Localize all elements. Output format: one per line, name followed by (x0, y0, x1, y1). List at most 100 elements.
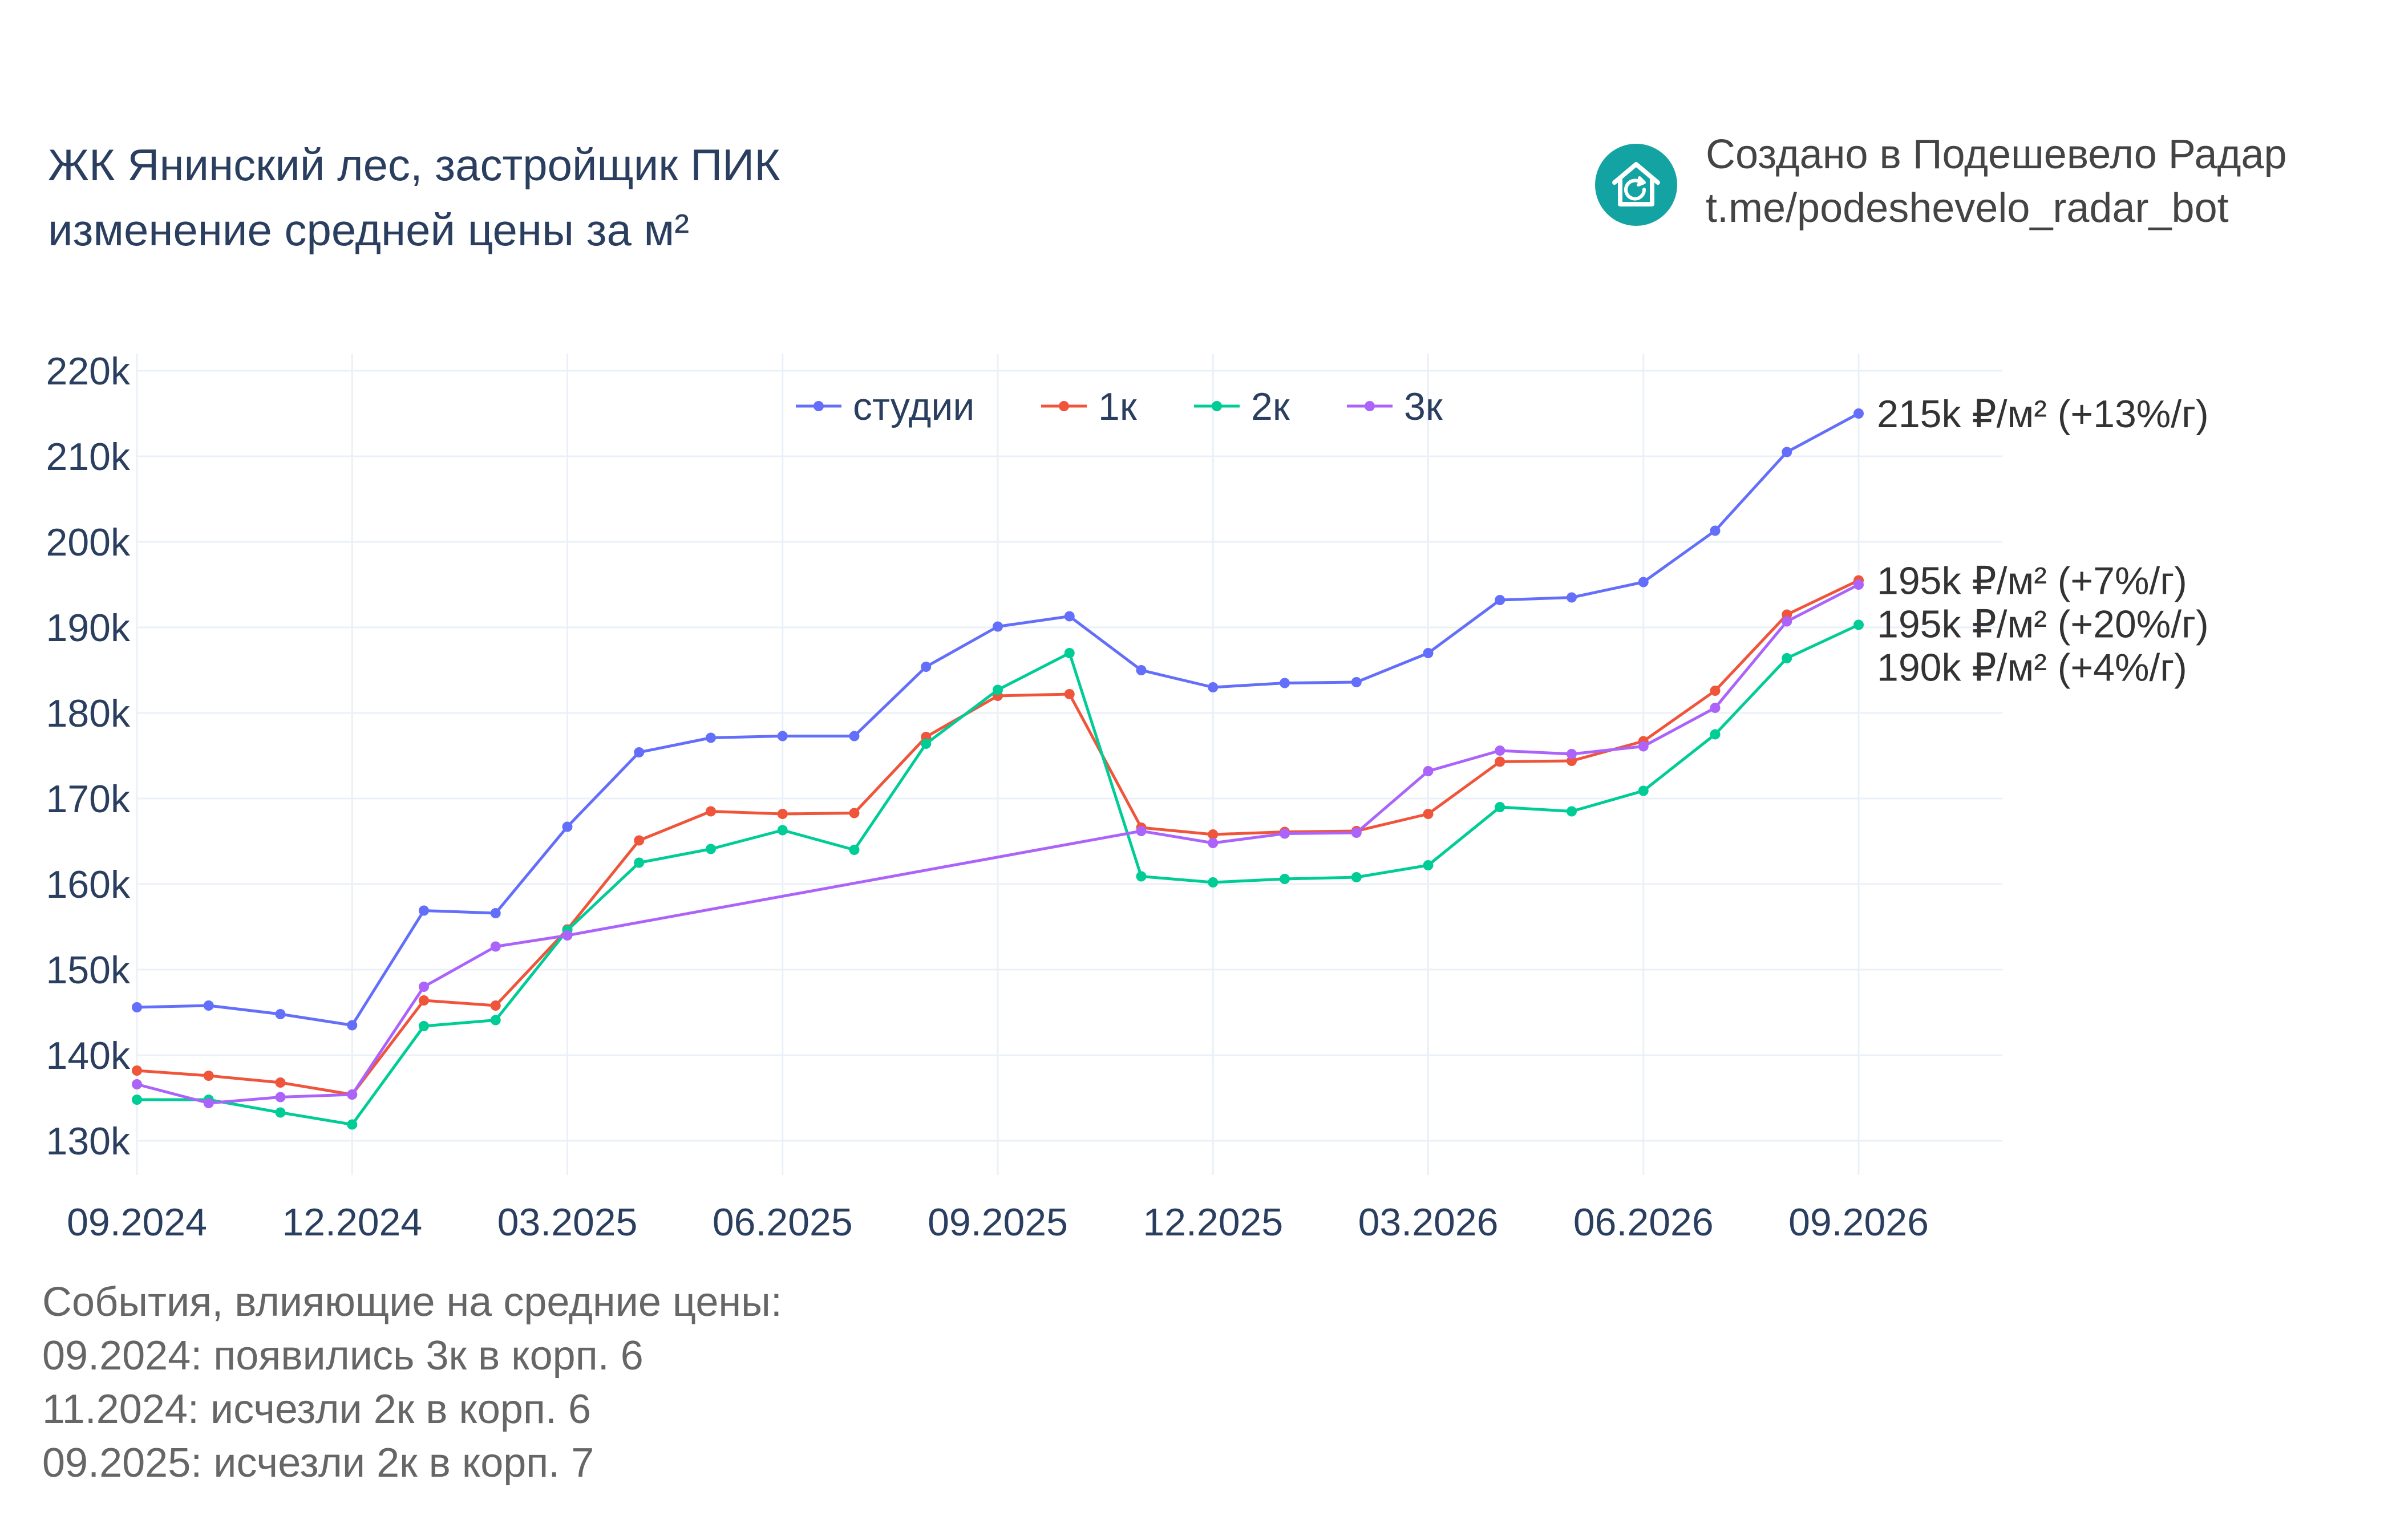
data-point (419, 995, 429, 1006)
data-point (1351, 828, 1362, 838)
series-end-label: 195k ₽/м² (+20%/г) (1877, 603, 2209, 646)
data-point (490, 941, 501, 952)
y-tick-label: 210k (46, 435, 131, 479)
data-point (1280, 678, 1290, 688)
data-point (849, 808, 860, 818)
data-point (706, 732, 716, 743)
data-point (1064, 689, 1075, 699)
x-tick-label: 12.2025 (1143, 1201, 1283, 1244)
data-point (1064, 648, 1075, 658)
x-tick-label: 12.2024 (282, 1201, 422, 1244)
title-line-1: ЖК Янинский лес, застройщик ПИК (48, 140, 780, 190)
y-tick-label: 150k (46, 949, 131, 992)
data-point (132, 1002, 142, 1012)
events-heading: События, влияющие на средние цены: (42, 1279, 782, 1325)
data-point (275, 1107, 286, 1118)
data-point (1208, 877, 1219, 887)
data-point (347, 1089, 358, 1100)
data-point (1853, 408, 1864, 419)
series-line-4 (136, 583, 1860, 1105)
data-point (993, 684, 1003, 695)
data-point (1782, 653, 1792, 663)
data-point (275, 1077, 286, 1088)
data-point (275, 1092, 286, 1103)
data-point (777, 809, 788, 819)
brand-link[interactable]: t.me/podeshevelo_radar_bot (1706, 185, 2229, 231)
x-tick-label: 09.2024 (67, 1201, 207, 1244)
data-point (1710, 703, 1721, 713)
data-point (1064, 611, 1075, 622)
data-point (1782, 616, 1792, 627)
x-tick-label: 03.2025 (497, 1201, 638, 1244)
title-line-2: изменение средней цены за м² (48, 205, 690, 255)
x-tick-label: 06.2026 (1573, 1201, 1714, 1244)
x-tick-label: 06.2025 (713, 1201, 853, 1244)
data-point (1782, 447, 1792, 457)
data-point (203, 1000, 214, 1011)
y-tick-label: 180k (46, 692, 131, 735)
data-point (1853, 619, 1864, 630)
data-point (777, 731, 788, 741)
data-point (1208, 682, 1219, 692)
legend-label: 3к (1404, 385, 1443, 428)
data-point (1280, 828, 1290, 839)
data-point (706, 806, 716, 817)
data-point (1423, 860, 1434, 870)
y-tick-label: 140k (46, 1034, 131, 1077)
legend-label: 1к (1098, 385, 1138, 428)
data-point (203, 1098, 214, 1108)
series-end-label: 195k ₽/м² (+7%/г) (1877, 560, 2187, 603)
data-point (347, 1119, 358, 1130)
x-tick-label: 09.2025 (928, 1201, 1068, 1244)
y-tick-label: 200k (46, 521, 131, 564)
data-point (203, 1071, 214, 1081)
data-point (849, 845, 860, 855)
data-point (1495, 595, 1505, 605)
event-item: 11.2024: исчезли 2к в корп. 6 (42, 1387, 591, 1432)
y-tick-label: 170k (46, 777, 131, 821)
data-point (1567, 749, 1577, 759)
legend-label: 2к (1251, 385, 1290, 428)
data-point (562, 821, 573, 832)
series-end-label: 190k ₽/м² (+4%/г) (1877, 646, 2187, 690)
legend-swatch-marker (1059, 401, 1069, 411)
data-point (1567, 592, 1577, 603)
data-point (706, 844, 716, 854)
data-point (1280, 874, 1290, 884)
x-tick-label: 03.2026 (1358, 1201, 1499, 1244)
brand-line-1: Создано в Подешевело Радар (1706, 132, 2287, 177)
data-point (921, 662, 932, 672)
data-point (1638, 577, 1649, 587)
data-point (1495, 745, 1505, 756)
data-point (1351, 677, 1362, 687)
data-point (1710, 525, 1721, 536)
data-point (1423, 766, 1434, 776)
data-point (1710, 686, 1721, 696)
y-tick-label: 160k (46, 863, 131, 906)
data-point (132, 1095, 142, 1105)
data-point (490, 1015, 501, 1026)
data-point (562, 930, 573, 941)
data-point (1423, 809, 1434, 819)
data-point (1495, 756, 1505, 767)
events-note: События, влияющие на средние цены: 09.20… (42, 1275, 782, 1490)
data-point (1136, 871, 1147, 882)
x-tick-label: 09.2026 (1788, 1201, 1929, 1244)
data-point (132, 1079, 142, 1089)
legend-swatch-marker (1212, 401, 1222, 411)
data-point (347, 1020, 358, 1031)
data-point (634, 857, 645, 868)
data-point (1495, 802, 1505, 812)
series-end-label: 215k ₽/м² (+13%/г) (1877, 392, 2209, 436)
y-tick-label: 190k (46, 606, 131, 650)
data-point (1710, 729, 1721, 740)
event-item: 09.2024: появились 3к в корп. 6 (42, 1333, 643, 1379)
data-point (1208, 838, 1219, 848)
data-point (1567, 806, 1577, 817)
data-point (490, 908, 501, 918)
data-point (275, 1009, 286, 1019)
data-point (419, 1021, 429, 1031)
data-point (1853, 579, 1864, 590)
y-tick-label: 130k (46, 1120, 131, 1163)
data-point (1136, 826, 1147, 836)
